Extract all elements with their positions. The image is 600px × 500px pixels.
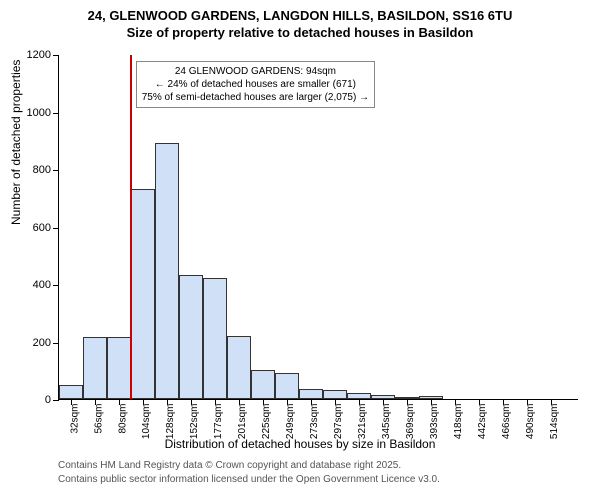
x-tick-label: 273sqm	[310, 404, 321, 440]
x-tick-label: 249sqm	[286, 404, 297, 440]
x-tick-label: 128sqm	[166, 404, 177, 440]
histogram-bar	[59, 385, 83, 399]
callout-line: 24 GLENWOOD GARDENS: 94sqm	[142, 65, 369, 78]
histogram-bar	[83, 337, 107, 399]
x-tick-label: 345sqm	[382, 404, 393, 440]
y-tick	[53, 228, 59, 229]
histogram-bar	[227, 336, 251, 399]
x-tick-label: 152sqm	[190, 404, 201, 440]
y-tick	[53, 285, 59, 286]
property-marker-line	[130, 55, 132, 399]
x-tick-label: 321sqm	[358, 404, 369, 440]
chart-plot-area: 02004006008001000120032sqm56sqm80sqm104s…	[58, 55, 578, 400]
histogram-bar	[179, 275, 203, 399]
y-tick	[53, 343, 59, 344]
y-tick-label: 600	[11, 222, 51, 234]
x-tick-label: 80sqm	[118, 404, 129, 434]
histogram-bar	[275, 373, 299, 399]
footer-copyright-1: Contains HM Land Registry data © Crown c…	[58, 460, 401, 471]
footer-copyright-2: Contains public sector information licen…	[58, 474, 440, 485]
callout-line: 75% of semi-detached houses are larger (…	[142, 91, 369, 104]
x-tick-label: 104sqm	[142, 404, 153, 440]
x-tick-label: 393sqm	[430, 404, 441, 440]
y-tick-label: 800	[11, 164, 51, 176]
y-tick-label: 200	[11, 337, 51, 349]
x-tick-label: 418sqm	[454, 404, 465, 440]
histogram-bar	[323, 390, 347, 399]
histogram-bar	[203, 278, 227, 399]
x-tick-label: 177sqm	[214, 404, 225, 440]
x-tick-label: 514sqm	[550, 404, 561, 440]
chart-title-address: 24, GLENWOOD GARDENS, LANGDON HILLS, BAS…	[0, 0, 600, 23]
x-tick-label: 466sqm	[502, 404, 513, 440]
histogram-bar	[155, 143, 179, 399]
y-tick	[53, 400, 59, 401]
y-axis-label: Number of detached properties	[9, 60, 23, 225]
x-axis-label: Distribution of detached houses by size …	[0, 437, 600, 451]
x-tick-label: 32sqm	[70, 404, 81, 434]
histogram-bar	[107, 337, 131, 399]
y-tick-label: 0	[11, 394, 51, 406]
callout-line: ← 24% of detached houses are smaller (67…	[142, 78, 369, 91]
x-tick-label: 297sqm	[334, 404, 345, 440]
y-tick-label: 1000	[11, 107, 51, 119]
x-tick-label: 369sqm	[406, 404, 417, 440]
histogram-bar	[251, 370, 275, 399]
y-tick-label: 1200	[11, 49, 51, 61]
x-tick-label: 442sqm	[478, 404, 489, 440]
y-tick-label: 400	[11, 279, 51, 291]
x-tick-label: 201sqm	[238, 404, 249, 440]
x-tick-label: 490sqm	[526, 404, 537, 440]
chart-title-subtitle: Size of property relative to detached ho…	[0, 23, 600, 40]
x-tick-label: 225sqm	[262, 404, 273, 440]
property-callout: 24 GLENWOOD GARDENS: 94sqm← 24% of detac…	[136, 61, 375, 108]
y-tick	[53, 55, 59, 56]
x-tick-label: 56sqm	[94, 404, 105, 434]
histogram-bar	[131, 189, 155, 399]
y-tick	[53, 170, 59, 171]
y-tick	[53, 113, 59, 114]
histogram-bar	[299, 389, 323, 399]
